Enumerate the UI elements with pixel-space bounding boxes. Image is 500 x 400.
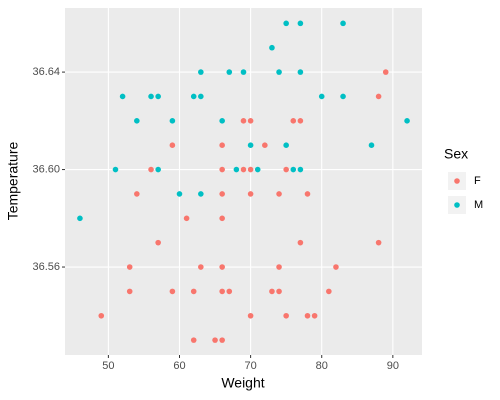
point bbox=[276, 69, 282, 75]
point bbox=[233, 166, 240, 173]
point bbox=[340, 93, 346, 100]
point bbox=[148, 166, 154, 173]
point bbox=[155, 93, 161, 100]
point bbox=[219, 142, 225, 148]
point bbox=[134, 191, 140, 197]
point bbox=[183, 215, 190, 222]
point bbox=[240, 118, 247, 124]
y-tick-label: 36.56 bbox=[32, 261, 60, 273]
point bbox=[290, 118, 297, 124]
point bbox=[112, 166, 119, 173]
x-tick-label: 50 bbox=[102, 360, 114, 372]
point bbox=[340, 20, 346, 27]
legend-marker bbox=[454, 178, 460, 184]
point bbox=[247, 166, 254, 173]
point bbox=[283, 312, 289, 319]
y-tick-label: 36.60 bbox=[32, 163, 60, 175]
point bbox=[219, 264, 225, 270]
point bbox=[297, 69, 304, 75]
y-tick-label: 36.64 bbox=[32, 66, 60, 78]
point bbox=[119, 93, 126, 100]
point bbox=[326, 288, 332, 295]
point bbox=[169, 118, 176, 124]
point bbox=[304, 191, 311, 197]
point bbox=[283, 166, 289, 173]
point bbox=[155, 166, 161, 173]
point bbox=[297, 166, 304, 173]
point bbox=[247, 118, 254, 124]
legend-title: Sex bbox=[444, 146, 468, 162]
x-axis-title: Weight bbox=[221, 375, 264, 391]
point bbox=[226, 288, 233, 295]
point bbox=[77, 215, 83, 222]
point bbox=[126, 288, 133, 295]
point bbox=[198, 264, 204, 270]
legend-label: M bbox=[474, 199, 483, 211]
point bbox=[219, 215, 225, 222]
point bbox=[148, 93, 154, 100]
point bbox=[240, 166, 247, 173]
x-tick-label: 60 bbox=[173, 360, 185, 372]
point bbox=[176, 191, 183, 197]
point bbox=[297, 239, 304, 246]
point bbox=[269, 288, 275, 295]
point bbox=[375, 93, 382, 100]
point bbox=[219, 337, 225, 343]
point bbox=[304, 312, 311, 319]
point bbox=[219, 191, 225, 197]
x-tick-label: 70 bbox=[244, 360, 256, 372]
point bbox=[247, 191, 254, 197]
point bbox=[198, 93, 204, 100]
point bbox=[240, 69, 247, 75]
point bbox=[333, 264, 339, 270]
point bbox=[368, 142, 375, 148]
point bbox=[297, 118, 304, 124]
point bbox=[198, 191, 204, 197]
point bbox=[276, 191, 282, 197]
point bbox=[290, 166, 297, 173]
point bbox=[311, 312, 318, 319]
point bbox=[212, 337, 218, 343]
point bbox=[404, 118, 410, 124]
point bbox=[297, 20, 304, 27]
point bbox=[190, 288, 197, 295]
point bbox=[226, 69, 233, 75]
x-tick-label: 90 bbox=[387, 360, 399, 372]
point bbox=[283, 142, 289, 148]
legend-label: F bbox=[474, 175, 481, 187]
point bbox=[134, 118, 140, 124]
point bbox=[155, 239, 161, 246]
point bbox=[276, 288, 282, 295]
point bbox=[219, 166, 225, 173]
point bbox=[198, 69, 204, 75]
legend-marker bbox=[454, 202, 460, 208]
point bbox=[318, 93, 325, 100]
point bbox=[382, 69, 389, 75]
point bbox=[247, 142, 254, 148]
point bbox=[219, 288, 225, 295]
point bbox=[276, 264, 282, 270]
y-axis-title: Temperature bbox=[5, 141, 21, 220]
point bbox=[190, 337, 197, 343]
point bbox=[190, 93, 197, 100]
point bbox=[169, 142, 176, 148]
point bbox=[283, 20, 289, 27]
point bbox=[247, 312, 254, 319]
x-tick-label: 80 bbox=[316, 360, 328, 372]
point bbox=[254, 166, 261, 173]
panel bbox=[65, 8, 422, 355]
point bbox=[169, 288, 176, 295]
point bbox=[375, 239, 382, 246]
point bbox=[262, 142, 268, 148]
point bbox=[269, 44, 275, 51]
point bbox=[98, 312, 105, 319]
point bbox=[126, 264, 133, 270]
point bbox=[219, 118, 225, 124]
